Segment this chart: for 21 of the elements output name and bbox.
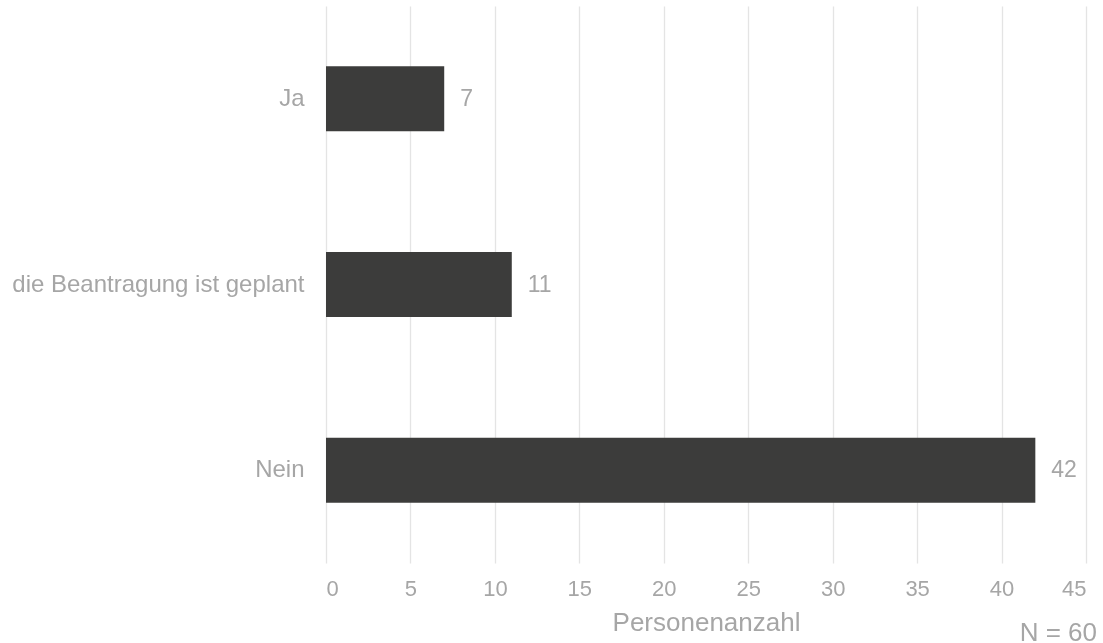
text: N = 60 xyxy=(1019,617,1097,643)
data-label: 11 xyxy=(527,270,552,297)
x-tick-label: 25 xyxy=(736,575,761,601)
y-tick-label: Nein xyxy=(255,455,305,483)
x-tick-label: 5 xyxy=(404,575,418,601)
x-tick-label: 15 xyxy=(567,575,593,601)
bar xyxy=(326,66,445,132)
bar xyxy=(326,437,1036,503)
x-tick-label: 20 xyxy=(652,575,677,601)
x-tick-label: 30 xyxy=(820,575,846,601)
bar xyxy=(326,252,512,317)
x-tick-label: 0 xyxy=(326,575,339,601)
data-label: 7 xyxy=(460,84,474,111)
y-tick-label: Ja xyxy=(279,83,306,111)
x-axis-title: Personenanzahl xyxy=(612,606,801,637)
data-label: 42 xyxy=(1051,456,1077,483)
x-tick-label: 35 xyxy=(905,575,930,601)
x-tick-label: 10 xyxy=(483,575,508,601)
x-tick-label: 40 xyxy=(989,575,1015,601)
y-tick-label: die Beantragung ist geplant xyxy=(12,269,305,297)
x-tick-label: 45 xyxy=(1062,575,1087,601)
